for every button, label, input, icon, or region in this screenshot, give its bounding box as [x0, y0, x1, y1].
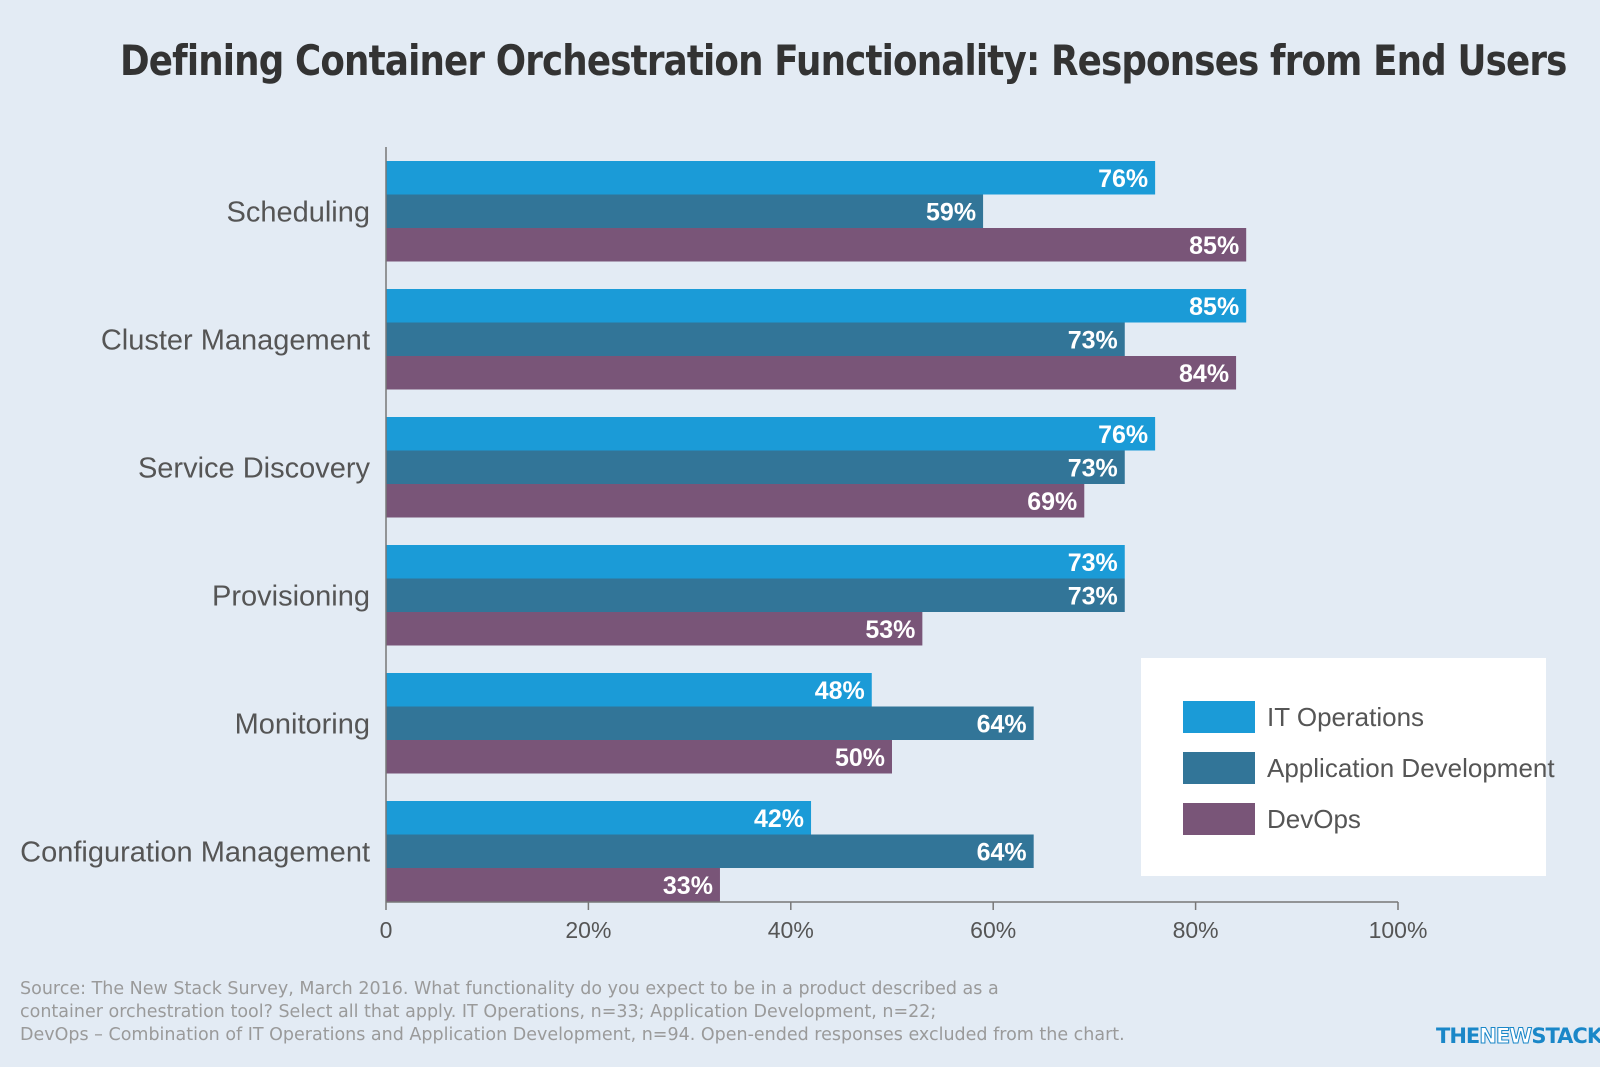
data-label-monitoring-devops: 50% [835, 744, 885, 772]
bar-monitoring-application-development [386, 706, 1034, 740]
data-label-monitoring-application-development: 64% [977, 710, 1027, 738]
data-label-configuration-management-devops: 33% [663, 872, 713, 900]
source-note: Source: The New Stack Survey, March 2016… [20, 978, 1200, 1047]
x-tick-label-40: 40% [768, 917, 814, 943]
bar-service-discovery-devops [386, 484, 1085, 518]
x-tick-label-60: 60% [970, 917, 1016, 943]
bar-configuration-management-devops [386, 868, 720, 902]
category-label-provisioning: Provisioning [212, 580, 370, 612]
category-label-configuration-management: Configuration Management [20, 836, 370, 868]
logo-part-new: NEW [1479, 1024, 1533, 1049]
data-label-provisioning-application-development: 73% [1068, 582, 1118, 610]
category-label-service-discovery: Service Discovery [138, 452, 371, 484]
data-label-cluster-management-devops: 84% [1179, 360, 1229, 388]
legend-swatch-it-operations [1183, 701, 1255, 733]
legend-label-it-operations: IT Operations [1267, 701, 1425, 732]
bar-scheduling-application-development [386, 194, 984, 228]
data-label-configuration-management-it-operations: 42% [754, 805, 804, 833]
data-label-service-discovery-application-development: 73% [1068, 454, 1118, 482]
legend-swatch-devops [1183, 803, 1255, 835]
bar-configuration-management-application-development [386, 834, 1034, 868]
bar-scheduling-it-operations [386, 161, 1156, 195]
x-tick-label-20: 20% [565, 917, 611, 943]
data-label-service-discovery-it-operations: 76% [1098, 421, 1148, 449]
data-label-scheduling-it-operations: 76% [1098, 165, 1148, 193]
bar-provisioning-devops [386, 612, 923, 646]
legend: IT Operations Application Development De… [1141, 658, 1555, 876]
source-line-1: Source: The New Stack Survey, March 2016… [20, 979, 999, 999]
data-label-provisioning-it-operations: 73% [1068, 549, 1118, 577]
source-line-2: container orchestration tool? Select all… [20, 1002, 937, 1022]
bar-scheduling-devops [386, 228, 1247, 262]
bar-configuration-management-it-operations [386, 801, 812, 835]
x-tick-label-100: 100% [1369, 917, 1428, 943]
bar-service-discovery-application-development [386, 450, 1125, 484]
x-tick-label-0: 0 [380, 917, 393, 943]
bar-cluster-management-it-operations [386, 289, 1247, 323]
legend-item-it-operations: IT Operations [1183, 700, 1424, 734]
data-label-monitoring-it-operations: 48% [815, 677, 865, 705]
source-line-3: DevOps – Combination of IT Operations an… [20, 1025, 1125, 1045]
legend-label-devops: DevOps [1267, 803, 1361, 834]
bar-chart: 76% 59% 85% Scheduling 85% 73% 84% Cluster Mana… [20, 147, 1428, 943]
logo-part-the: THE [1436, 1024, 1480, 1048]
bar-provisioning-application-development [386, 578, 1125, 612]
category-label-monitoring: Monitoring [235, 708, 370, 740]
legend-item-devops: DevOps [1183, 802, 1361, 836]
data-label-scheduling-application-development: 59% [926, 198, 976, 226]
bar-cluster-management-devops [386, 356, 1237, 390]
category-label-scheduling: Scheduling [227, 196, 371, 228]
bar-provisioning-it-operations [386, 545, 1125, 579]
data-label-scheduling-devops: 85% [1189, 232, 1239, 260]
legend-swatch-application-development [1183, 752, 1255, 784]
data-label-cluster-management-application-development: 73% [1068, 326, 1118, 354]
chart-title: Defining Container Orchestration Functio… [120, 36, 1567, 85]
logo-part-stack: STACK [1531, 1024, 1600, 1048]
bar-cluster-management-application-development [386, 322, 1125, 356]
bar-monitoring-devops [386, 740, 892, 774]
legend-item-application-development: Application Development [1183, 751, 1555, 785]
data-label-provisioning-devops: 53% [865, 616, 915, 644]
legend-label-application-development: Application Development [1267, 752, 1555, 783]
bar-monitoring-it-operations [386, 673, 872, 707]
x-tick-label-80: 80% [1173, 917, 1219, 943]
data-label-service-discovery-devops: 69% [1027, 488, 1077, 516]
bar-service-discovery-it-operations [386, 417, 1156, 451]
data-label-cluster-management-it-operations: 85% [1189, 293, 1239, 321]
category-label-cluster-management: Cluster Management [101, 324, 370, 356]
the-new-stack-logo: THENEWSTACK [1436, 1024, 1600, 1049]
data-label-configuration-management-application-development: 64% [977, 838, 1027, 866]
